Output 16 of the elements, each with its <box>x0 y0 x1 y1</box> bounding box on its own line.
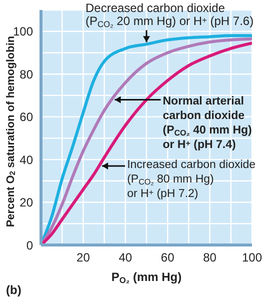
y-tick-label: 100 <box>12 24 34 39</box>
text: (b) <box>6 283 22 297</box>
x-tick-label: 40 <box>118 250 132 265</box>
x-tick-label: 60 <box>160 250 175 265</box>
y-tick-label: 20 <box>20 196 34 210</box>
y-tick-label: 40 <box>20 152 34 167</box>
x-axis-title: P$_{O₂}$ (mm Hg) <box>111 270 182 285</box>
x-tick-label: 100 <box>242 250 262 265</box>
annotation: Decreased carbon dioxide (P$_{CO₂}$ 20 mm Hg) or H$^{+}$ (pH 7.6) <box>86 1 254 29</box>
annotation: Increased carbon dioxide (P$_{CO₂}$ 80 mm Hg) or H$^{+}$ (pH 7.2) <box>127 158 256 200</box>
x-tick-label: 80 <box>203 250 217 265</box>
x-tick-label: 20 <box>76 250 90 265</box>
y-tick-label: 80 <box>20 67 34 82</box>
y-tick-label: 60 <box>20 110 34 124</box>
y-tick-label: 0 <box>26 238 34 252</box>
annotation: Normal arterial carbon dioxide (P$_{CO₂}$ 40 mm Hg) or H$^{+}$ (pH 7.4) <box>162 96 252 152</box>
